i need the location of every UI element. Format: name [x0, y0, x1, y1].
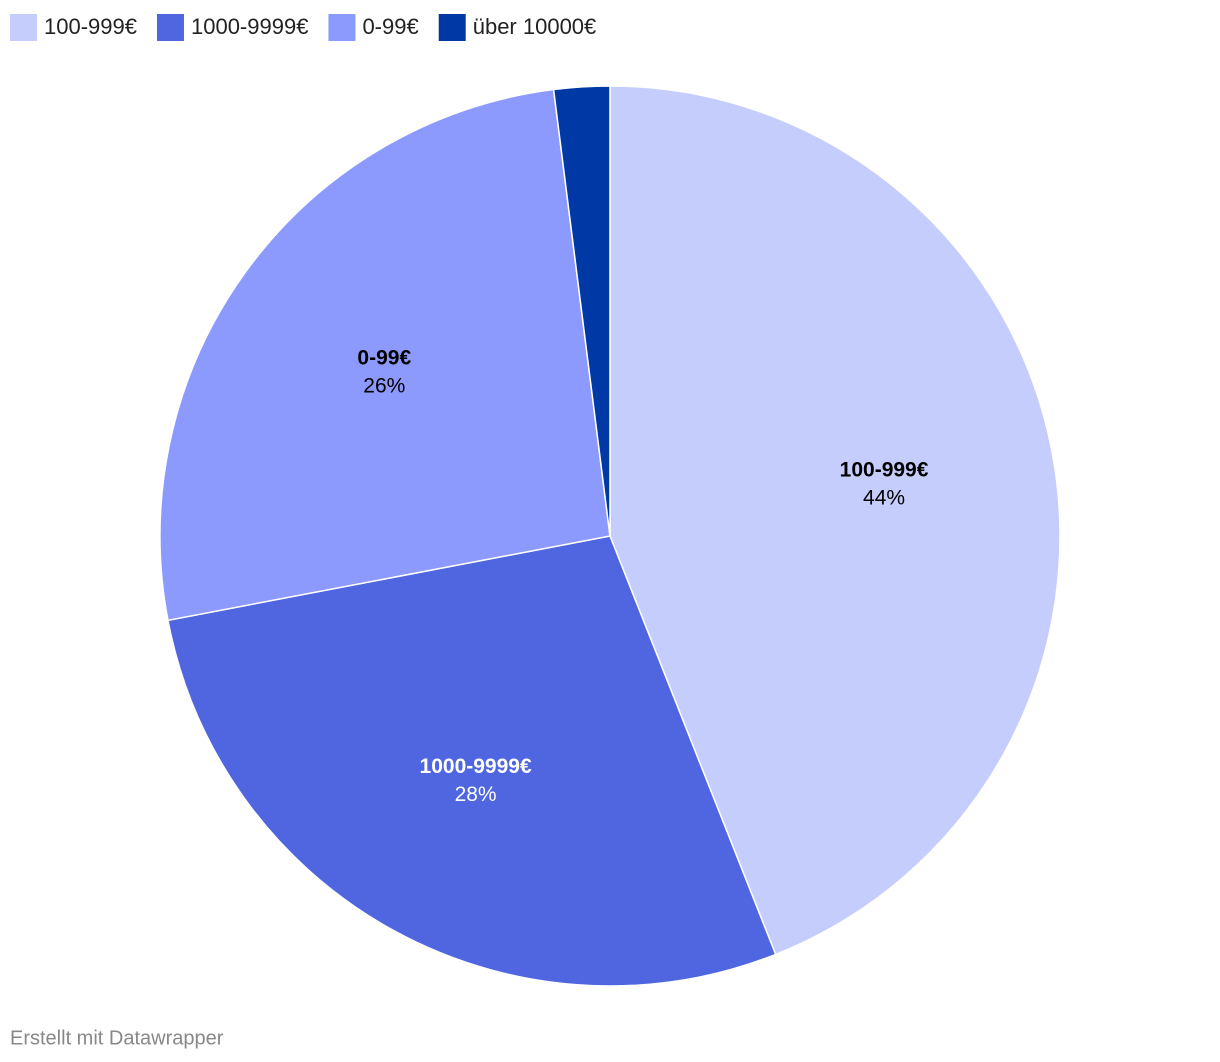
pie-slice — [609, 85, 1061, 956]
credit: Erstellt mit Datawrapper — [10, 1027, 224, 1049]
legend-label: 0-99€ — [362, 14, 418, 39]
slice-category-label: 0-99€ — [357, 347, 411, 370]
slice-value-label: 26% — [363, 375, 405, 398]
legend-label: 1000-9999€ — [191, 14, 308, 39]
slice-category-label: 1000-9999€ — [420, 755, 532, 778]
legend-swatch — [328, 14, 356, 41]
legend-label: über 10000€ — [473, 14, 597, 39]
legend-label: 100-999€ — [44, 14, 137, 39]
slice-value-label: 28% — [455, 783, 497, 806]
legend-swatch — [10, 14, 37, 41]
pie — [159, 85, 1061, 987]
pie-slice — [167, 535, 777, 987]
pie-slice — [552, 85, 611, 537]
slice-value-label: 44% — [863, 486, 905, 509]
legend-swatch — [438, 14, 466, 41]
slice-labels: 100-999€ 44% 1000-9999€ 28% 0-99€ 26% — [357, 347, 928, 806]
slice-category-label: 100-999€ — [840, 458, 929, 481]
legend-swatch — [156, 14, 184, 41]
legend: 100-999€ 1000-9999€ 0-99€ über 10000€ — [10, 14, 596, 41]
pie-slice — [159, 88, 611, 622]
